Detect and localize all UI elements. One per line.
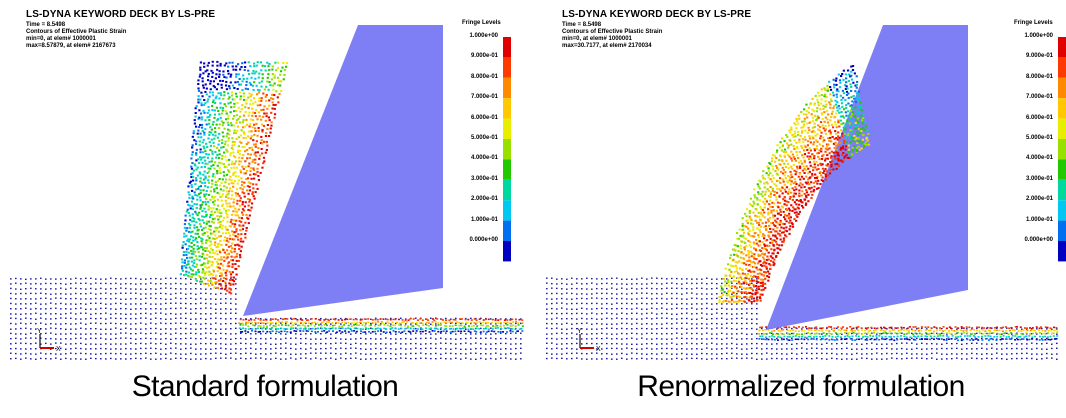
min-label: min=0, at elem# 1000001 <box>562 36 632 42</box>
axis-x-label: X <box>56 346 61 353</box>
fringe-value-label: 1.000e-01 <box>1025 216 1053 223</box>
plot-title: LS-DYNA KEYWORD DECK BY LS-PRE <box>26 9 216 20</box>
fringe-value-label: 9.000e-01 <box>470 53 498 60</box>
fringe-swatch <box>503 77 511 99</box>
fringe-value-label: 2.000e-01 <box>470 196 498 203</box>
fringe-value-label: 8.000e-01 <box>1025 73 1053 80</box>
fringe-value-label: 3.000e-01 <box>1025 175 1053 182</box>
axis-y-label: Y <box>37 328 42 335</box>
fringe-swatch <box>503 37 511 58</box>
axis-triad: YX <box>37 328 61 353</box>
fringe-value-label: 3.000e-01 <box>470 175 498 182</box>
caption-renormalized: Renormalized formulation <box>637 370 965 403</box>
contour-label: Contours of Effective Plastic Strain <box>26 29 127 35</box>
fringe-swatch <box>1058 77 1066 99</box>
fringe-swatch <box>1058 159 1066 180</box>
fringe-swatch <box>503 98 511 119</box>
fringe-swatch <box>503 179 511 201</box>
min-label: min=0, at elem# 1000001 <box>26 36 96 42</box>
max-label: max=8.57879, at elem# 2167673 <box>26 43 116 49</box>
fringe-swatch <box>1058 139 1066 160</box>
fringe-value-label: 6.000e-01 <box>1025 114 1053 121</box>
fringe-value-label: 9.000e-01 <box>1025 53 1053 60</box>
surface-layer <box>238 318 524 334</box>
axis-x-label: X <box>596 346 601 353</box>
fringe-value-label: 6.000e-01 <box>470 114 498 121</box>
simulation-plot: YX <box>10 25 524 360</box>
fringe-levels-title: Fringe Levels <box>462 20 501 26</box>
axis-y-label: Y <box>577 328 582 335</box>
caption-standard: Standard formulation <box>131 370 399 403</box>
fringe-swatch <box>1058 241 1066 262</box>
chip-particles <box>718 64 871 304</box>
fringe-value-label: 0.000e+00 <box>469 237 498 243</box>
fringe-swatch <box>503 139 511 160</box>
fringe-swatch <box>1058 118 1066 139</box>
fringe-value-label: 7.000e-01 <box>1025 94 1053 101</box>
time-label: Time = 8.5498 <box>562 22 602 28</box>
max-label: max=30.7177, at elem# 2170034 <box>562 43 652 49</box>
fringe-swatch <box>503 241 511 262</box>
fringe-swatch <box>1058 220 1066 241</box>
fringe-swatch <box>1058 98 1066 119</box>
fringe-colorbar <box>1058 37 1066 262</box>
plot-header: LS-DYNA KEYWORD DECK BY LS-PRE Time = 8.… <box>26 10 215 50</box>
axis-triad: YX <box>577 328 601 353</box>
fringe-swatch <box>1058 200 1066 221</box>
fringe-value-label: 7.000e-01 <box>470 94 498 101</box>
simulation-plot: YX <box>546 25 1066 360</box>
workpiece-particles <box>546 277 1058 360</box>
fringe-value-label: 1.000e+00 <box>469 33 498 39</box>
cutting-tool <box>243 25 443 316</box>
fringe-swatch <box>503 200 511 221</box>
fringe-swatch <box>1058 57 1066 78</box>
fringe-value-label: 1.000e-01 <box>470 216 498 223</box>
fringe-value-label: 2.000e-01 <box>1025 196 1053 203</box>
fringe-swatch <box>1058 179 1066 201</box>
fringe-swatch <box>1058 37 1066 58</box>
fringe-value-label: 5.000e-01 <box>1025 135 1053 141</box>
fringe-swatch <box>503 57 511 78</box>
fringe-value-label: 4.000e-01 <box>470 155 498 162</box>
fringe-swatch <box>503 220 511 241</box>
fringe-levels-title: Fringe Levels <box>1014 20 1053 26</box>
chip-particles <box>179 60 289 295</box>
fringe-value-label: 0.000e+00 <box>1024 237 1053 243</box>
fringe-value-label: 4.000e-01 <box>1025 155 1053 162</box>
fringe-value-label: 5.000e-01 <box>470 135 498 141</box>
fringe-swatch <box>503 118 511 139</box>
fringe-colorbar <box>503 37 511 262</box>
cutting-tool <box>766 25 968 330</box>
fringe-value-label: 1.000e+00 <box>1024 33 1053 39</box>
fringe-swatch <box>503 159 511 180</box>
plot-header: LS-DYNA KEYWORD DECK BY LS-PRE Time = 8.… <box>562 10 751 50</box>
contour-label: Contours of Effective Plastic Strain <box>562 29 663 35</box>
fringe-value-label: 8.000e-01 <box>470 73 498 80</box>
surface-layer <box>758 326 1059 342</box>
plot-title: LS-DYNA KEYWORD DECK BY LS-PRE <box>562 9 752 20</box>
time-label: Time = 8.5498 <box>26 22 66 28</box>
